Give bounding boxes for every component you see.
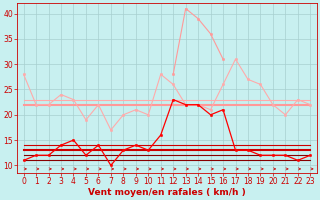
X-axis label: Vent moyen/en rafales ( km/h ): Vent moyen/en rafales ( km/h ) xyxy=(88,188,246,197)
